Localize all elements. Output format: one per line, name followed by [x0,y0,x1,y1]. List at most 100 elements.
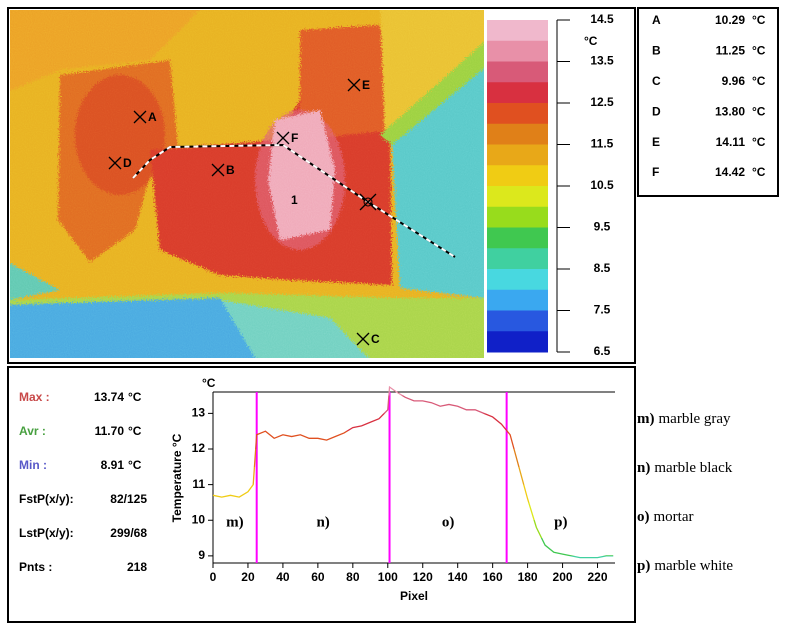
x-tick-label: 60 [311,570,325,584]
x-tick-label: 140 [448,570,468,584]
colorbar-tick-label: 12.5 [590,95,614,109]
x-tick-label: 20 [241,570,255,584]
table-unit: °C [752,13,766,27]
segment-label: p) [554,514,567,530]
colorbar-cell [487,289,548,311]
table-value: 14.11 [716,135,746,149]
segment-label: m) [226,514,244,530]
x-tick-label: 180 [518,570,538,584]
colorbar-tick-label: 11.5 [591,137,614,151]
colorbar-tick-label: 9.5 [594,220,611,234]
profile-line-dash [132,143,456,258]
y-axis-label: Temperature °C [170,433,184,522]
y-tick-label: 9 [198,548,205,562]
table-unit: °C [752,104,766,118]
point-marker-label: C [371,332,380,346]
y-tick-label: 11 [192,477,205,491]
point-marker [108,156,122,170]
legend-label: mortar [654,509,694,525]
table-value: 10.29 [715,13,745,27]
point-marker-label: D [123,156,132,170]
stat-label: Avr : [19,424,46,438]
image-frame [7,7,636,364]
legend-label: marble black [654,460,732,476]
x-tick-label: 220 [588,570,608,584]
stat-label: Max : [19,390,50,404]
legend-key: m) [637,411,655,427]
colorbar-cell [487,40,548,62]
stat-value: 218 [127,560,147,574]
point-marker [276,131,290,145]
image-label: 1 [291,193,298,207]
legend-entry: o) mortar [637,509,693,525]
table-name: B [652,44,661,58]
table-name: C [652,74,661,88]
colorbar-cell [487,206,548,228]
stat-value: 13.74 [94,390,124,404]
stat-label: FstP(x/y): [19,492,74,506]
stat-value: 11.70 [95,424,125,438]
profile-frame [7,366,636,623]
table-unit: °C [752,74,766,88]
y-tick-label: 13 [192,406,206,420]
colorbar-cell [487,165,548,187]
colorbar-cell [487,123,548,145]
x-tick-label: 200 [553,570,573,584]
legend-key: p) [637,558,650,574]
colorbar-cell [487,310,548,332]
segment-label: n) [316,514,329,530]
legend-entry: n) marble black [637,460,733,476]
point-marker-label: F [291,131,298,145]
table-unit: °C [752,44,766,58]
colorbar-cell [487,144,548,166]
colorbar-unit: °C [584,34,598,48]
profile-curve [212,385,614,559]
colorbar-cell [487,227,548,249]
colorbar-tick-label: 10.5 [590,178,614,192]
stat-label: LstP(x/y): [19,526,74,540]
table-unit: °C [752,135,766,149]
thermal-image [10,10,484,358]
table-name: D [652,104,661,118]
stat-value: 82/125 [110,492,147,506]
legend-entry: m) marble gray [637,411,731,427]
legend-entry: p) marble white [637,558,733,574]
x-tick-label: 160 [483,570,503,584]
colorbar-tick-label: 7.5 [594,303,611,317]
point-marker [356,332,370,346]
colorbar-cell [487,331,548,353]
point-marker-label: B [226,163,235,177]
x-axis-label: Pixel [400,589,428,603]
legend-key: o) [637,509,650,525]
segment-label: o) [442,514,455,530]
legend-key: n) [637,460,650,476]
table-value: 13.80 [715,104,745,118]
colorbar-cell [487,20,548,42]
table-name: F [652,165,659,179]
point-marker-label: A [148,110,157,124]
stat-unit: °C [128,390,142,404]
colorbar-tick-label: 14.5 [590,12,614,26]
legend-label: marble gray [659,411,732,427]
colorbar-cell [487,103,548,125]
noise [10,10,484,358]
colorbar-cell [487,269,548,291]
legend-label: marble white [654,558,733,574]
point-marker [211,163,225,177]
stat-unit: °C [128,458,142,472]
table-value: 11.25 [716,44,746,58]
colorbar-cell [487,186,548,208]
stat-unit: °C [128,424,142,438]
colorbar-cell [487,82,548,104]
point-marker [133,110,147,124]
colorbar-tick-label: 8.5 [594,261,611,275]
colorbar-cell [487,61,548,83]
table-value: 9.96 [722,74,746,88]
y-tick-label: 12 [192,441,206,455]
table-name: A [652,13,661,27]
point-marker [347,78,361,92]
table-value: 14.42 [715,165,745,179]
y-unit: °C [202,376,216,390]
